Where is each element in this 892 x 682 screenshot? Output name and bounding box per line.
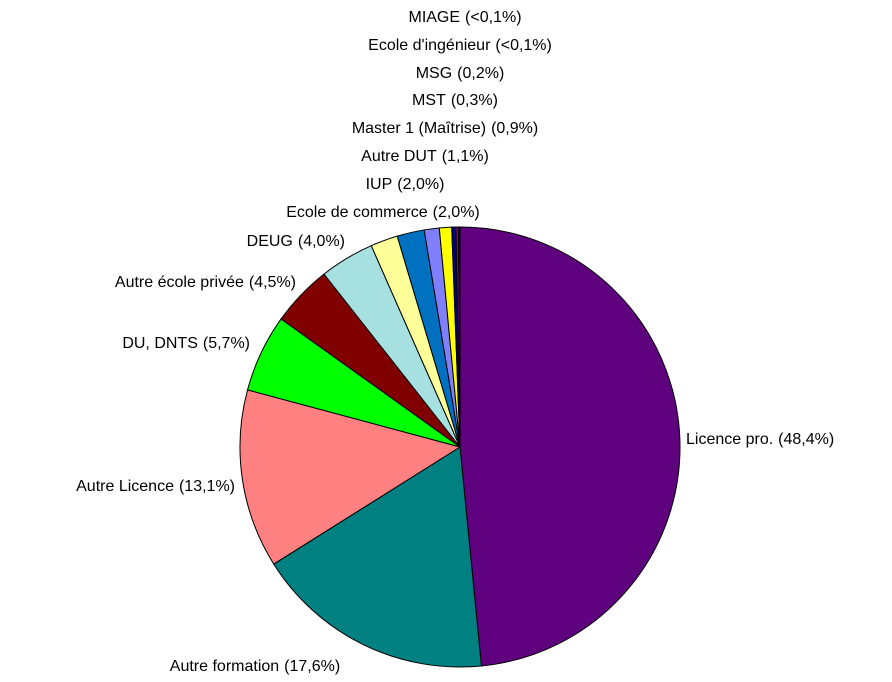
value-label: (48,4%) [778, 431, 834, 448]
category-name: DEUG [247, 233, 293, 250]
slice-label: IUP (2,0%) [366, 176, 445, 193]
value-label: (2,0%) [433, 204, 480, 221]
value-label: (2,0%) [397, 176, 444, 193]
category-name: Autre formation [170, 658, 279, 675]
category-name: DU, DNTS [122, 335, 198, 352]
value-label: (0,3%) [451, 92, 498, 109]
value-label: (4,5%) [249, 274, 296, 291]
value-label: (<0,1%) [465, 9, 521, 26]
value-label: (0,9%) [491, 120, 538, 137]
value-label: (0,2%) [457, 65, 504, 82]
category-name: MIAGE [408, 9, 460, 26]
category-name: MSG [416, 65, 452, 82]
slice-label: MST (0,3%) [412, 92, 498, 109]
slice-label: MIAGE (<0,1%) [408, 9, 521, 26]
category-name: MST [412, 92, 446, 109]
slice-label: DU, DNTS (5,7%) [122, 335, 250, 352]
pie-slice [459, 226, 681, 667]
value-label: (4,0%) [298, 233, 345, 250]
slice-label: Ecole d'ingénieur (<0,1%) [368, 37, 552, 54]
category-name: Licence pro. [686, 431, 773, 448]
value-label: (5,7%) [203, 335, 250, 352]
pie-slice [458, 226, 461, 448]
category-name: Ecole de commerce [286, 204, 427, 221]
category-name: IUP [366, 176, 393, 193]
slice-label: Autre formation (17,6%) [170, 658, 340, 675]
pie-slice [273, 446, 482, 668]
value-label: (17,6%) [284, 658, 340, 675]
slice-label: Autre école privée (4,5%) [115, 274, 296, 291]
category-name: Autre école privée [115, 274, 244, 291]
slice-label: Licence pro. (48,4%) [686, 431, 834, 448]
value-label: (13,1%) [179, 478, 235, 495]
slice-label: MSG (0,2%) [416, 65, 505, 82]
value-label: (<0,1%) [495, 37, 551, 54]
slice-label: Autre DUT (1,1%) [361, 148, 489, 165]
pie-slice [239, 389, 462, 565]
value-label: (1,1%) [442, 148, 489, 165]
slice-label: Master 1 (Maîtrise) (0,9%) [352, 120, 538, 137]
category-name: Autre DUT [361, 148, 437, 165]
slice-label: DEUG (4,0%) [247, 233, 345, 250]
category-name: Ecole d'ingénieur [368, 37, 491, 54]
category-name: Master 1 (Maîtrise) [352, 120, 486, 137]
slice-label: Autre Licence (13,1%) [76, 478, 235, 495]
slice-label: Ecole de commerce (2,0%) [286, 204, 480, 221]
category-name: Autre Licence [76, 478, 174, 495]
